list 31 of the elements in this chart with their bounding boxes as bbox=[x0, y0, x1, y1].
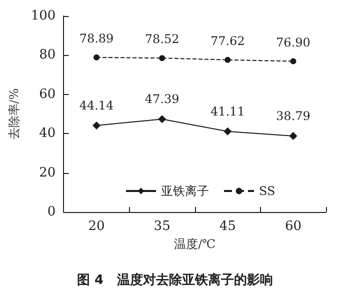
x-tick-label: 20 bbox=[88, 219, 105, 234]
point bbox=[158, 115, 166, 124]
y-tick-label: 20 bbox=[39, 165, 56, 180]
y-axis-title: 去除率/% bbox=[7, 88, 21, 140]
text: 图 4 温度对去除亚铁离子的影响 bbox=[76, 272, 274, 288]
y-tick-label: 60 bbox=[39, 86, 56, 102]
point bbox=[224, 56, 231, 63]
data-label: 38.79 bbox=[276, 108, 310, 123]
point bbox=[289, 132, 298, 140]
point bbox=[290, 58, 296, 64]
point bbox=[159, 55, 166, 62]
x-tick-label: 45 bbox=[219, 219, 236, 234]
data-label: 47.39 bbox=[144, 92, 180, 106]
data-label: 76.90 bbox=[276, 35, 310, 50]
x-tick-label: 35 bbox=[154, 219, 170, 234]
point bbox=[94, 54, 100, 60]
data-label: 78.89 bbox=[79, 31, 114, 46]
x-tick-label: 60 bbox=[284, 219, 302, 234]
x-axis-title: 温度/℃ bbox=[174, 237, 216, 251]
legend-label: SS bbox=[259, 184, 276, 198]
y-tick-label: 0 bbox=[47, 204, 56, 220]
data-label: 77.62 bbox=[210, 34, 245, 48]
point bbox=[92, 121, 100, 130]
data-label: 41.11 bbox=[210, 104, 245, 118]
point bbox=[224, 127, 232, 136]
y-tick-label: 40 bbox=[39, 126, 56, 142]
data-label: 44.14 bbox=[79, 98, 114, 112]
y-tick-label: 80 bbox=[39, 48, 56, 63]
y-tick-label: 100 bbox=[30, 8, 56, 24]
legend-label: 亚铁离子 bbox=[161, 184, 209, 198]
data-label: 78.52 bbox=[144, 32, 180, 46]
